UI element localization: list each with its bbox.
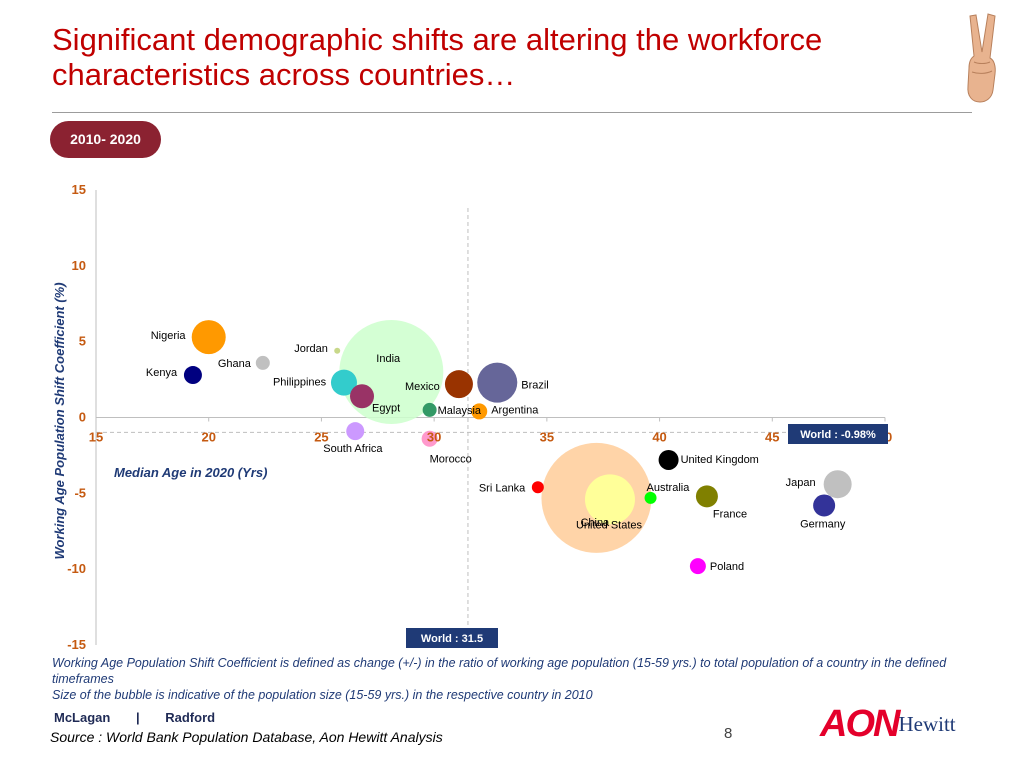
y-tick-label: 0 <box>79 410 86 425</box>
bubble-jordan <box>334 347 341 354</box>
bubble-size-note: Size of the bubble is indicative of the … <box>52 688 593 702</box>
label-morocco: Morocco <box>430 454 472 466</box>
y-tick-label: 10 <box>72 258 86 273</box>
label-brazil: Brazil <box>521 380 549 392</box>
bubble-kenya <box>183 366 202 385</box>
x-tick-label: 45 <box>765 430 779 445</box>
y-tick-label: 5 <box>79 334 86 349</box>
x-tick-label: 35 <box>540 430 554 445</box>
victory-hand-icon <box>967 13 996 103</box>
partner-brands: McLagan | Radford <box>54 710 215 725</box>
bubble-malaysia <box>422 402 437 417</box>
x-tick-label: 25 <box>314 430 328 445</box>
x-axis-label: Median Age in 2020 (Yrs) <box>114 465 268 480</box>
x-tick-label: 40 <box>652 430 666 445</box>
definition-note: Working Age Population Shift Coefficient… <box>52 656 947 686</box>
logo-aon: AON <box>820 703 900 745</box>
bubble-egypt <box>350 384 375 409</box>
label-germany: Germany <box>800 518 846 530</box>
brand-mclagan: McLagan <box>54 710 111 725</box>
title-line-1: Significant demographic shifts are alter… <box>52 22 823 57</box>
world-median-age-box <box>406 628 498 648</box>
label-jordan: Jordan <box>294 343 328 355</box>
label-ghana: Ghana <box>218 358 252 370</box>
bubble-brazil <box>477 362 518 403</box>
bubble-australia <box>644 491 657 504</box>
y-axis-label: Working Age Population Shift Coefficient… <box>52 282 67 560</box>
y-tick-label: -15 <box>67 637 86 652</box>
bubble-united-kingdom <box>658 449 679 470</box>
label-japan: Japan <box>786 477 816 489</box>
brand-radford: Radford <box>165 710 216 725</box>
world-median-age-label: World : 31.5 <box>421 633 483 645</box>
bubble-poland <box>689 558 706 575</box>
aon-hewitt-logo: AONHewitt <box>820 704 956 744</box>
label-kenya: Kenya <box>146 367 178 379</box>
bubble-nigeria <box>191 320 226 355</box>
bubble-japan <box>823 470 852 499</box>
title-line-2: characteristics across countries… <box>52 57 516 92</box>
label-malaysia: Malaysia <box>438 405 482 417</box>
label-united-kingdom: United Kingdom <box>681 454 759 466</box>
title-divider <box>52 112 972 113</box>
label-argentina: Argentina <box>491 404 539 416</box>
bubble-france <box>695 485 718 508</box>
bubble-mexico <box>444 370 473 399</box>
bubble-south-africa <box>346 422 365 441</box>
label-egypt: Egypt <box>372 402 400 414</box>
label-nigeria: Nigeria <box>151 330 187 342</box>
label-france: France <box>713 508 747 520</box>
x-tick-label: 20 <box>201 430 215 445</box>
label-mexico: Mexico <box>405 381 440 393</box>
world-shift-box <box>788 424 888 444</box>
chart-notes: Working Age Population Shift Coefficient… <box>52 655 982 703</box>
logo-hewitt: Hewitt <box>898 712 956 736</box>
page-title: Significant demographic shifts are alter… <box>52 22 932 92</box>
label-china: China <box>580 517 610 529</box>
bubble-philippines <box>330 369 357 396</box>
source-note: Source : World Bank Population Database,… <box>50 729 443 745</box>
x-tick-label: 15 <box>89 430 103 445</box>
label-australia: Australia <box>647 482 691 494</box>
y-tick-label: -5 <box>74 485 86 500</box>
x-tick-label: 30 <box>427 430 441 445</box>
bubble-morocco <box>421 430 438 447</box>
world-shift-label: World : -0.98% <box>800 429 876 441</box>
bubble-ghana <box>255 355 270 370</box>
page-number: 8 <box>724 725 733 742</box>
label-south-africa: South Africa <box>323 443 383 455</box>
bubble-germany <box>813 494 836 517</box>
label-united-states: United States <box>576 519 643 531</box>
y-tick-label: 15 <box>72 182 86 197</box>
y-tick-label: -10 <box>67 561 86 576</box>
label-india: India <box>376 353 401 365</box>
period-badge: 2010- 2020 <box>50 121 161 158</box>
label-philippines: Philippines <box>273 377 327 389</box>
label-sri-lanka: Sri Lanka <box>479 482 526 494</box>
bubble-argentina <box>471 403 488 420</box>
label-poland: Poland <box>710 561 744 573</box>
brand-separator: | <box>135 710 140 725</box>
bubble-sri-lanka <box>531 481 544 494</box>
bubble-united-states <box>584 474 635 525</box>
